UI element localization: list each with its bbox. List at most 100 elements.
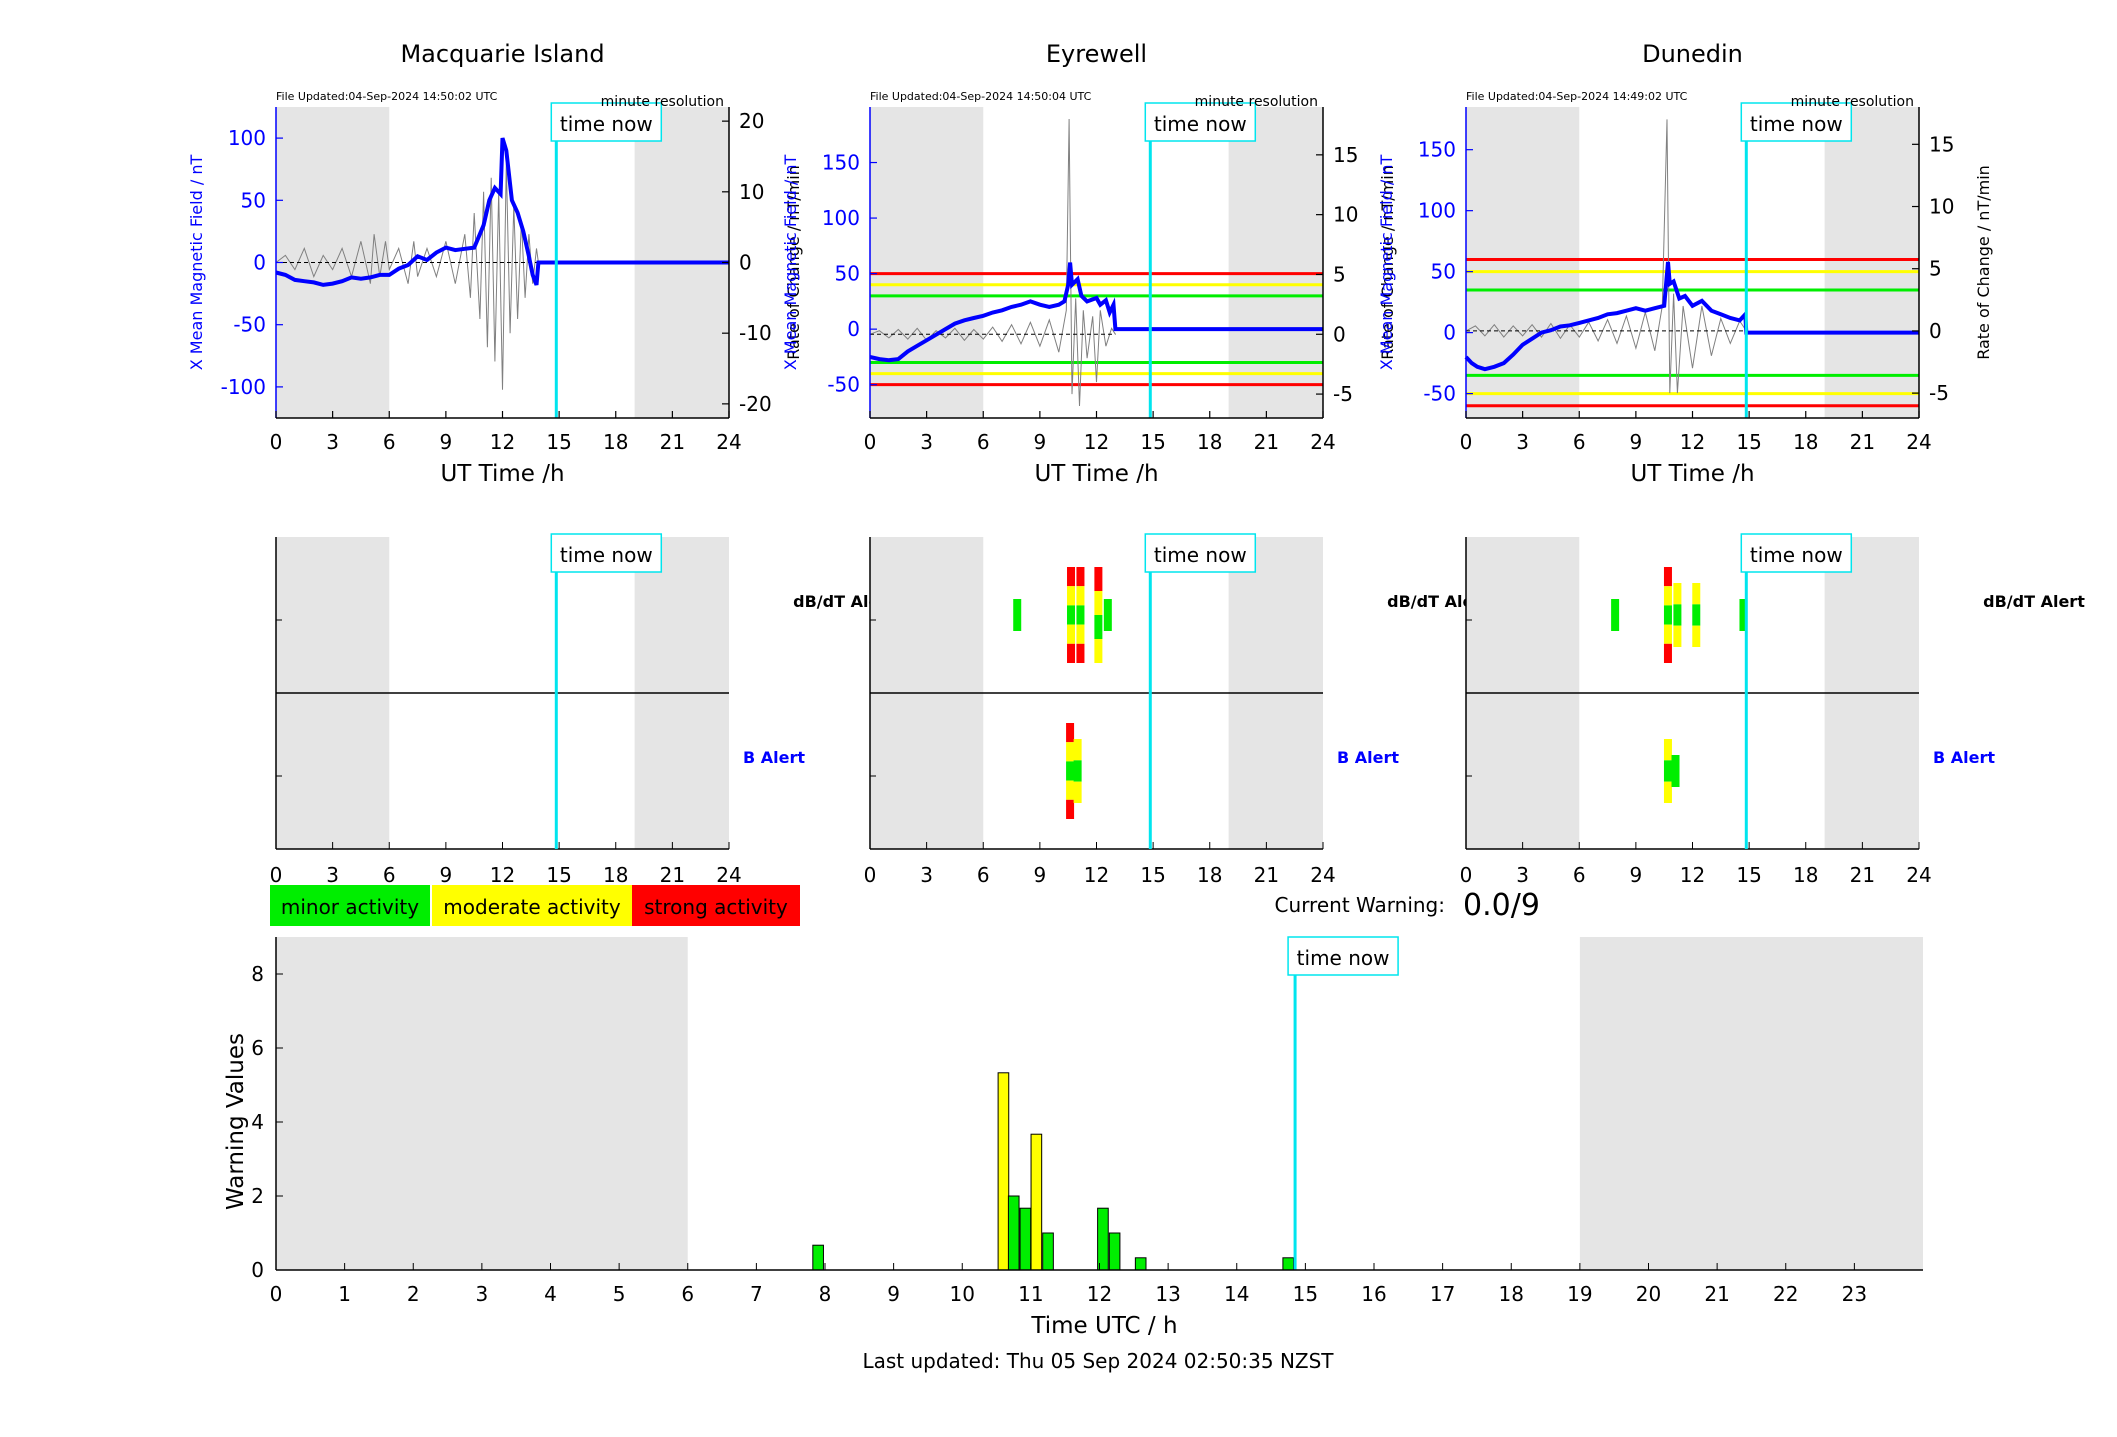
x-tick-label: 2	[407, 1282, 420, 1306]
left-tick-label: 0	[1443, 321, 1456, 345]
right-tick-label: 20	[739, 109, 764, 133]
dbdt-alert-label: dB/dT Alert	[1983, 592, 2085, 611]
chart-x-label: Time UTC / h	[1030, 1313, 1177, 1339]
dbdt-alert-strong	[1076, 643, 1085, 663]
x-tick-label: 15	[546, 430, 571, 454]
x-tick-label: 19	[1567, 1282, 1592, 1306]
dbdt-alert-minor	[1013, 599, 1022, 631]
x-tick-label: 9	[440, 863, 453, 887]
warning-bar-2	[1007, 1195, 1020, 1271]
left-tick-label: 150	[822, 151, 860, 175]
warning-bar-7	[1108, 1232, 1121, 1271]
resolution-text: minute resolution	[1791, 94, 1914, 110]
alert-panel-2: time now dB/dT Alert B Alert 0 3 6 9 12 15 18 21 24	[1460, 533, 2085, 887]
b-alert-moderate	[1073, 781, 1082, 803]
time-now-label: time now	[1750, 543, 1843, 567]
dbdt-alert-moderate	[1076, 586, 1085, 606]
dbdt-alert-moderate	[1663, 586, 1672, 606]
left-tick-label: 50	[241, 188, 266, 212]
x-tick-label: 15	[1736, 863, 1761, 887]
y-tick-label: 6	[251, 1036, 264, 1060]
b-alert-minor	[1073, 760, 1082, 782]
resolution-text: minute resolution	[601, 94, 724, 110]
x-tick-label: 24	[1310, 430, 1335, 454]
x-tick-label: 6	[977, 430, 990, 454]
dbdt-alert-strong	[1663, 567, 1672, 587]
right-tick-label: -5	[1333, 382, 1353, 406]
x-tick-label: 15	[546, 863, 571, 887]
night-shade	[1466, 107, 1580, 418]
dbdt-alert-strong	[1663, 643, 1672, 663]
x-tick-label: 3	[326, 863, 339, 887]
left-tick-label: 150	[1418, 138, 1456, 162]
file-updated-text: File Updated:04-Sep-2024 14:50:04 UTC	[870, 90, 1092, 103]
x-tick-label: 18	[1499, 1282, 1524, 1306]
current-warning-value: 0.0/9	[1463, 888, 1540, 923]
x-tick-label: 6	[977, 863, 990, 887]
b-alert-moderate	[1663, 739, 1672, 761]
x-tick-label: 15	[1736, 430, 1761, 454]
left-tick-label: 50	[835, 262, 860, 286]
x-tick-label: 22	[1773, 1282, 1798, 1306]
warning-bar-9	[1282, 1257, 1295, 1271]
x-tick-label: 9	[440, 430, 453, 454]
x-tick-label: 0	[270, 863, 283, 887]
x-tick-label: 21	[1254, 430, 1279, 454]
left-tick-label: 100	[228, 126, 266, 150]
dbdt-alert-strong	[1094, 567, 1103, 591]
legend-swatch-strong	[632, 885, 800, 926]
x-tick-label: 0	[864, 430, 877, 454]
right-tick-label: 10	[739, 180, 764, 204]
station-title: Macquarie Island	[400, 40, 604, 68]
b-alert-minor	[1663, 760, 1672, 782]
left-tick-label: 100	[1418, 199, 1456, 223]
dbdt-alert-moderate	[1094, 591, 1103, 615]
right-tick-label: 0	[1333, 322, 1346, 346]
legend-label-moderate: moderate activity	[443, 895, 621, 919]
right-tick-label: 5	[1333, 262, 1346, 286]
x-tick-label: 21	[660, 863, 685, 887]
b-alert-label: B Alert	[1933, 748, 1995, 767]
left-tick-label: -50	[1423, 382, 1456, 406]
time-now-label: time now	[1154, 112, 1247, 136]
x-tick-label: 15	[1140, 863, 1165, 887]
x-tick-label: 0	[864, 863, 877, 887]
right-tick-label: 15	[1333, 143, 1358, 167]
dbdt-alert-minor	[1692, 604, 1701, 626]
dbdt-alert-label: dB/dT Alert	[1387, 592, 1489, 611]
x-tick-label: 18	[603, 863, 628, 887]
left-axis-label: X Mean Magnetic Field / nT	[187, 155, 206, 371]
x-tick-label: 3	[476, 1282, 489, 1306]
x-tick-label: 9	[1034, 430, 1047, 454]
b-alert-moderate	[1663, 781, 1672, 803]
file-updated-text: File Updated:04-Sep-2024 14:50:02 UTC	[276, 90, 498, 103]
x-tick-label: 24	[1906, 430, 1931, 454]
warning-bar-3	[1019, 1207, 1032, 1271]
x-tick-label: 4	[544, 1282, 557, 1306]
right-axis-label: Rate of Change / nT/min	[1378, 165, 1397, 360]
x-tick-label: 12	[490, 430, 515, 454]
x-tick-label: 12	[1087, 1282, 1112, 1306]
magnetic-field-series	[869, 262, 1323, 363]
right-tick-label: 10	[1333, 203, 1358, 227]
x-tick-label: 18	[603, 430, 628, 454]
dbdt-alert-moderate	[1692, 583, 1701, 605]
dbdt-alert-moderate	[1673, 625, 1682, 647]
x-tick-label: 0	[270, 430, 283, 454]
x-tick-label: 15	[1293, 1282, 1318, 1306]
x-tick-label: 21	[1850, 863, 1875, 887]
x-tick-label: 3	[920, 430, 933, 454]
x-tick-label: 0	[270, 1282, 283, 1306]
time-now-label: time now	[560, 543, 653, 567]
x-tick-label: 12	[1680, 863, 1705, 887]
night-shade	[276, 937, 688, 1270]
x-tick-label: 21	[1704, 1282, 1729, 1306]
legend-label-strong: strong activity	[644, 895, 788, 919]
b-alert-minor	[1671, 755, 1680, 787]
dbdt-alert-minor	[1611, 599, 1620, 631]
time-now-label: time now	[560, 112, 653, 136]
time-now-box	[1740, 533, 1853, 573]
b-alert-label: B Alert	[743, 748, 805, 767]
x-tick-label: 20	[1636, 1282, 1661, 1306]
